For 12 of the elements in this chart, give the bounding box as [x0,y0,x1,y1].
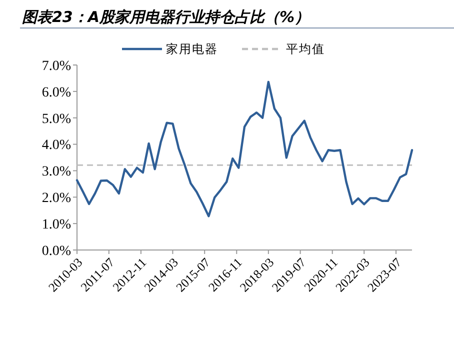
y-tick-label: 0.0% [42,244,72,259]
y-tick-label: 4.0% [42,138,72,154]
y-tick-label: 3.0% [42,164,72,180]
line-series [76,80,414,218]
y-tick-label: 2.0% [42,191,72,206]
y-tick-label: 6.0% [42,85,72,100]
chart-title: 图表23：A股家用电器行业持仓占比（%） [22,8,310,26]
y-tick-label: 1.0% [42,217,72,232]
y-tick-label: 7.0% [42,58,72,74]
y-tick-label: 5.0% [42,112,72,127]
legend-label: 平均值 [286,42,325,56]
legend-label: 家用电器 [166,42,218,56]
